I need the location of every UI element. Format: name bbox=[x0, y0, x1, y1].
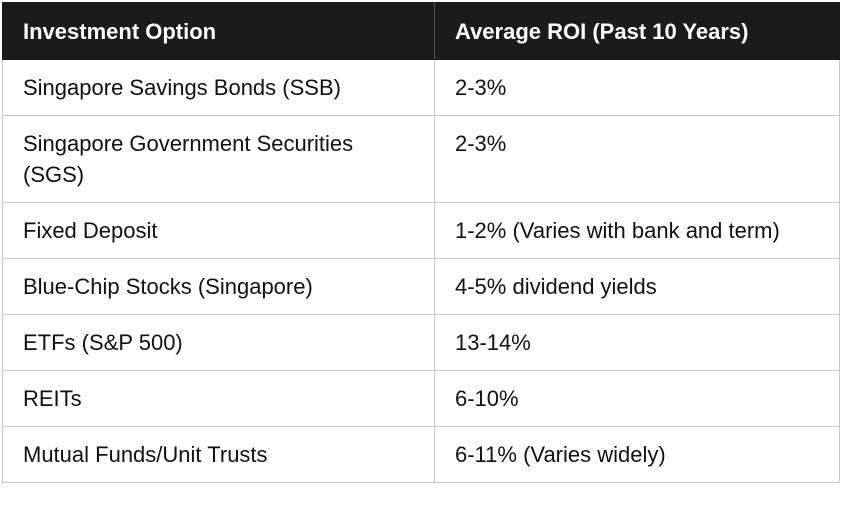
table-header-row: Investment Option Average ROI (Past 10 Y… bbox=[2, 2, 840, 60]
investment-option-cell: Mutual Funds/Unit Trusts bbox=[2, 426, 435, 483]
average-roi-cell: 13-14% bbox=[434, 314, 840, 371]
table-row: Mutual Funds/Unit Trusts 6-11% (Varies w… bbox=[2, 426, 840, 483]
average-roi-cell: 6-10% bbox=[434, 370, 840, 427]
average-roi-cell: 1-2% (Varies with bank and term) bbox=[434, 202, 840, 259]
column-header-investment-option: Investment Option bbox=[2, 2, 435, 60]
average-roi-cell: 2-3% bbox=[434, 59, 840, 116]
table-row: REITs 6-10% bbox=[2, 370, 840, 427]
investment-option-cell: Blue-Chip Stocks (Singapore) bbox=[2, 258, 435, 315]
table-row: Singapore Government Securities (SGS) 2-… bbox=[2, 115, 840, 203]
column-header-average-roi: Average ROI (Past 10 Years) bbox=[434, 2, 840, 60]
investment-option-cell: ETFs (S&P 500) bbox=[2, 314, 435, 371]
average-roi-cell: 6-11% (Varies widely) bbox=[434, 426, 840, 483]
table-row: Blue-Chip Stocks (Singapore) 4-5% divide… bbox=[2, 258, 840, 315]
investment-roi-table: Investment Option Average ROI (Past 10 Y… bbox=[2, 2, 840, 483]
investment-option-cell: REITs bbox=[2, 370, 435, 427]
investment-option-cell: Singapore Government Securities (SGS) bbox=[2, 115, 435, 203]
table-row: ETFs (S&P 500) 13-14% bbox=[2, 314, 840, 371]
average-roi-cell: 2-3% bbox=[434, 115, 840, 203]
investment-option-cell: Singapore Savings Bonds (SSB) bbox=[2, 59, 435, 116]
table-row: Fixed Deposit 1-2% (Varies with bank and… bbox=[2, 202, 840, 259]
investment-option-cell: Fixed Deposit bbox=[2, 202, 435, 259]
table-row: Singapore Savings Bonds (SSB) 2-3% bbox=[2, 59, 840, 116]
average-roi-cell: 4-5% dividend yields bbox=[434, 258, 840, 315]
